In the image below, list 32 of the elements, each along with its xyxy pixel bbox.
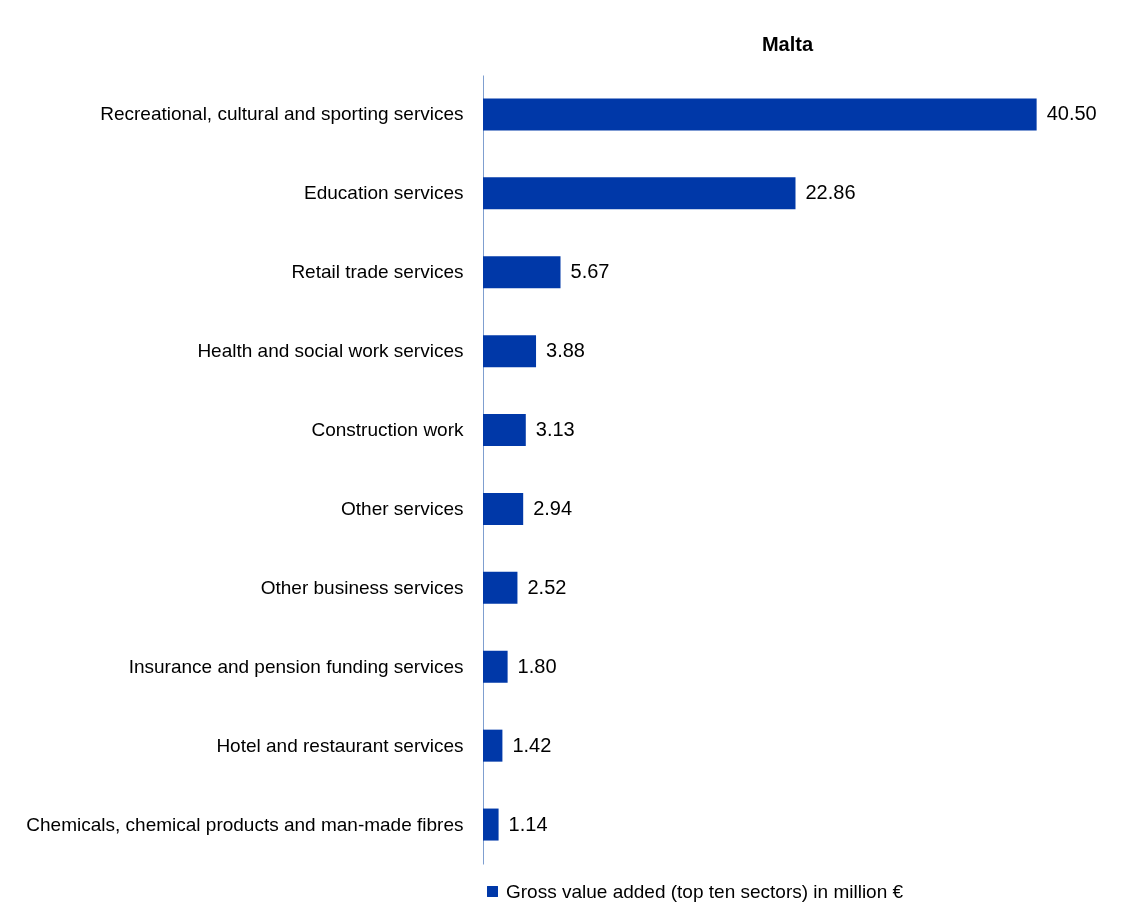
y-tick-label: Insurance and pension funding services [128, 655, 464, 677]
y-tick-label: Health and social work services [197, 340, 464, 362]
y-tick-label: Retail trade services [291, 261, 464, 283]
bar [483, 571, 518, 604]
data-label: 22.86 [805, 181, 856, 204]
y-tick-label: Chemicals, chemical products and man-made fibres [26, 813, 464, 835]
data-label: 1.42 [512, 733, 552, 756]
bar [483, 335, 537, 368]
data-label: 1.14 [508, 812, 548, 835]
y-tick-label: Recreational, cultural and sporting services [100, 103, 464, 125]
chart-title: Malta [761, 33, 814, 55]
data-label: 40.50 [1046, 102, 1097, 125]
bar [483, 729, 503, 762]
y-tick-label: Other business services [260, 576, 464, 598]
legend-label: Gross value added (top ten sectors) in million € [506, 880, 904, 902]
bar [483, 98, 1037, 131]
bar [483, 650, 508, 683]
y-tick-label: Other services [341, 497, 464, 519]
bar [483, 177, 796, 210]
data-label: 1.80 [517, 654, 557, 677]
bar [483, 256, 561, 289]
data-label: 5.67 [570, 260, 610, 283]
data-label: 2.94 [533, 496, 573, 519]
data-label: 2.52 [527, 575, 567, 598]
y-tick-label: Construction work [311, 419, 464, 441]
data-label: 3.13 [535, 418, 575, 441]
bar [483, 808, 499, 841]
y-tick-label: Education services [304, 182, 464, 204]
bar [483, 492, 524, 525]
bar [483, 414, 526, 447]
y-tick-label: Hotel and restaurant services [216, 734, 464, 756]
data-label: 3.88 [546, 339, 585, 362]
